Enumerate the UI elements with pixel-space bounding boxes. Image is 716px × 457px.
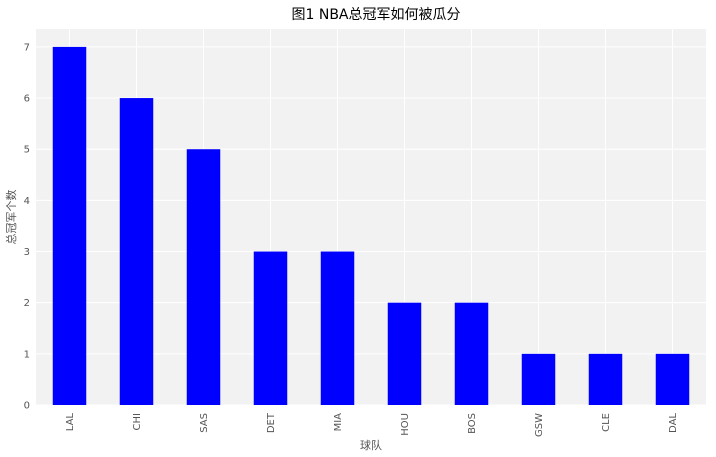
bar-chi [119,98,154,406]
x-tick-label: BOS [467,413,478,434]
chart-title: 图1 NBA总冠军如何被瓜分 [291,7,460,23]
x-tick-label: LAL [65,413,76,432]
x-tick-label: CLE [601,413,612,432]
x-tick-label: HOU [400,413,411,436]
bar-lal [52,46,87,406]
y-tick-label: 0 [24,401,30,412]
y-axis-label: 总冠军个数 [4,190,18,245]
bar-mia [320,251,355,405]
bar-sas [186,149,221,405]
x-tick-label: DET [266,412,277,433]
bar-det [253,251,288,405]
y-tick-label: 2 [24,298,30,309]
y-axis-ticks: 0 1 2 3 4 5 6 7 [24,42,30,411]
x-axis-ticks: LAL CHI SAS DET MIA HOU BOS GSW CLE DAL [65,412,679,437]
x-tick-label: SAS [199,413,210,433]
bars [52,46,690,406]
x-axis-label: 球队 [360,438,382,452]
y-tick-label: 3 [24,247,30,258]
bar-dal [655,353,690,405]
y-tick-label: 4 [24,196,30,207]
bar-gsw [521,353,556,405]
x-tick-label: DAL [668,413,679,433]
bar-cle [588,353,623,405]
y-tick-label: 6 [24,94,30,105]
x-tick-label: GSW [534,413,545,437]
y-tick-label: 7 [24,42,30,53]
bar-bos [454,302,489,405]
bar-hou [387,302,422,405]
y-tick-label: 5 [24,145,30,156]
y-tick-label: 1 [24,349,30,360]
x-tick-label: MIA [333,413,344,432]
x-tick-label: CHI [132,413,143,430]
